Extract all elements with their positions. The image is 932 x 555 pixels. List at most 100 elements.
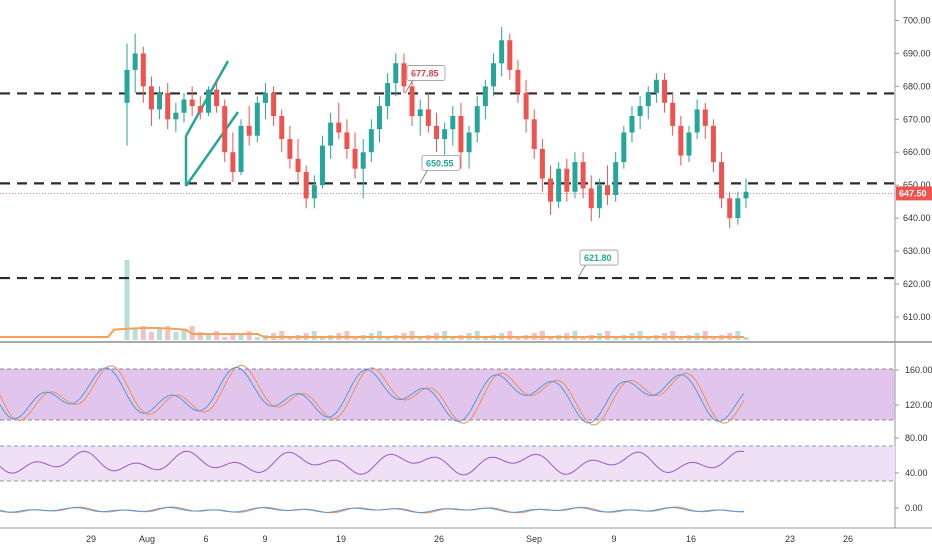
volume-bar (165, 326, 171, 340)
volume-bar (311, 331, 317, 340)
candle-body (613, 162, 619, 196)
volume-bar (637, 331, 643, 340)
candle-body (360, 152, 366, 169)
candle-body (132, 53, 138, 70)
candle-body (572, 162, 578, 192)
volume-bar (287, 337, 293, 340)
candle-body (173, 112, 179, 120)
volume-bars (124, 260, 749, 340)
candle-body (678, 125, 684, 156)
candle-body (605, 185, 611, 196)
volume-bar (140, 326, 146, 340)
volume-bar (670, 331, 676, 340)
candle-body (352, 148, 358, 169)
grid (0, 0, 932, 528)
candle-body (499, 40, 505, 64)
volume-bar (710, 337, 716, 340)
candle-body (205, 89, 211, 113)
volume-bar (580, 337, 586, 340)
indicator-tick-label: 120.00 (905, 400, 932, 410)
candle-body (629, 116, 635, 133)
macd-signal-line (0, 506, 745, 514)
candle-body (653, 79, 659, 93)
volume-bar (450, 337, 456, 340)
candle-body (287, 139, 293, 159)
candle-body (222, 106, 228, 153)
candle-body (735, 198, 741, 219)
candle-body (564, 168, 570, 192)
indicator-tick-label: 40.00 (905, 468, 928, 478)
candle-body (157, 92, 163, 110)
candle-body (670, 102, 676, 126)
candle-body (662, 79, 668, 103)
level-lines (0, 60, 895, 280)
candle-body (401, 63, 407, 87)
date-tick-label: 9 (611, 534, 616, 544)
candle-body (743, 191, 749, 199)
volume-bar (385, 337, 391, 340)
date-tick-label: Sep (526, 534, 542, 544)
volume-bar (246, 331, 252, 340)
candle-body (376, 106, 382, 130)
date-tick-label: 29 (86, 534, 96, 544)
candle-body (328, 122, 334, 146)
volume-bar (442, 331, 448, 340)
candle-body (523, 92, 529, 120)
candle-body (165, 92, 171, 120)
price-tick-label: 670.00 (903, 114, 931, 124)
indicator-bands (0, 368, 895, 482)
date-tick-label: 19 (336, 534, 346, 544)
candle-body (319, 145, 325, 186)
candle-body (710, 125, 716, 163)
candle-body (344, 132, 350, 149)
date-tick-label: 23 (785, 534, 795, 544)
price-tick-label: 660.00 (903, 147, 931, 157)
candle-body (311, 185, 317, 199)
callout-pointer (404, 79, 414, 94)
callout-box (421, 154, 461, 171)
candle-body (434, 125, 439, 140)
candle-body (507, 40, 513, 70)
candle-body (385, 83, 391, 107)
candle-body (531, 119, 537, 149)
price-tick-label: 640.00 (903, 213, 931, 223)
candle-body (450, 116, 456, 130)
candle-body (393, 63, 399, 84)
volume-bar (376, 331, 382, 340)
callout-box (406, 65, 446, 81)
stoch-d-line (0, 366, 745, 424)
price-tick-label: 650.00 (903, 180, 931, 190)
volume-bar (279, 331, 285, 340)
volume-bar (173, 332, 179, 340)
candle-body (295, 158, 301, 172)
candle-body (197, 106, 203, 113)
volume-bar (515, 337, 521, 340)
indicator-tick-label: 160.00 (905, 365, 932, 375)
candle-body (596, 185, 602, 209)
price-tick-label: 700.00 (903, 15, 931, 25)
price-tick-label: 690.00 (903, 48, 931, 58)
candle-body (458, 116, 464, 153)
candles (124, 27, 749, 228)
volume-bar (482, 337, 488, 340)
candle-body (702, 109, 708, 126)
callout-label: 650.55 (426, 158, 454, 168)
volume-bar (254, 337, 260, 340)
candle-body (368, 129, 374, 153)
date-tick-label: 6 (203, 534, 208, 544)
volume-bar (409, 331, 415, 340)
volume-bar (222, 337, 228, 340)
callout-label: 621.80 (584, 253, 612, 263)
volume-bar (605, 331, 611, 340)
volume-bar (124, 260, 130, 340)
price-tick-label: 620.00 (903, 279, 931, 289)
volume-bar (702, 331, 708, 340)
date-tick-label: 9 (262, 534, 267, 544)
last-price-badge (896, 186, 932, 201)
volume-bar (157, 329, 163, 340)
volume-bar (678, 337, 684, 340)
candle-body (262, 92, 268, 103)
volume-bar (735, 331, 741, 340)
candle-body (548, 178, 554, 202)
